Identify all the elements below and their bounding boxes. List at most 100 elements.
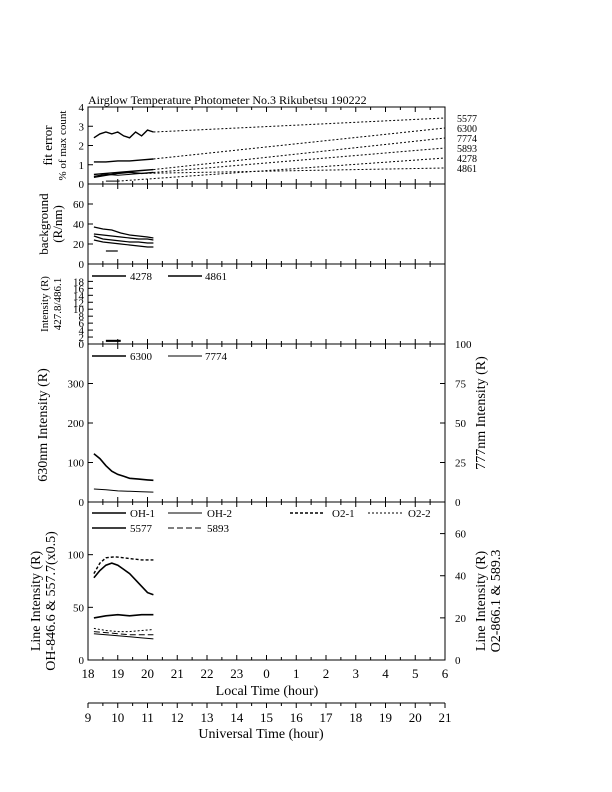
y-tick-label: 2 — [79, 141, 85, 153]
series-line-bg-4 — [93, 239, 154, 248]
series-line-5893 — [93, 171, 154, 178]
y-axis-label-right-2: O2-866.1 & 589.3 — [489, 550, 504, 653]
right-series-label: 7774 — [457, 134, 477, 145]
y-tick-label: 0 — [79, 179, 85, 191]
series-line-bg-2 — [93, 233, 154, 241]
universal-time-tick-label: 10 — [111, 710, 124, 725]
local-time-tick-label: 20 — [141, 666, 154, 681]
leader-line — [153, 147, 446, 173]
series-line-7774 — [93, 488, 154, 493]
series-line-bg-3 — [93, 235, 154, 244]
y-tick-label: 300 — [68, 379, 85, 391]
right-series-label: 6300 — [457, 124, 477, 135]
series-line-o2-2 — [93, 627, 154, 633]
y-tick-label-right: 20 — [455, 613, 467, 625]
leader-line — [153, 117, 446, 133]
y-tick-label-right: 40 — [455, 571, 467, 583]
series-line-o2-1 — [93, 556, 154, 574]
plot-frame — [87, 106, 446, 661]
local-time-axis-label: Local Time (hour) — [216, 684, 319, 699]
y-tick-label-right: 0 — [455, 497, 461, 509]
y-tick-label: 8 — [79, 311, 85, 323]
y-tick-label: 4 — [79, 102, 85, 114]
local-time-tick-label: 21 — [171, 666, 184, 681]
legend-label: 7774 — [205, 351, 228, 363]
right-series-label: 4278 — [457, 154, 477, 165]
y-axis-label-2: OH-846.6 & 557.7(x0.5) — [44, 531, 59, 671]
y-tick-label: 0 — [79, 497, 85, 509]
local-time-tick-label: 22 — [201, 666, 214, 681]
y-axis-label-right: Line Intensity (R) — [474, 551, 489, 652]
leader-line — [117, 157, 446, 182]
local-time-tick-label: 19 — [111, 666, 124, 681]
y-tick-label: 0 — [79, 259, 85, 271]
series-line-oh-2 — [93, 633, 154, 640]
series-line-5577 — [93, 562, 154, 596]
y-tick-label-right: 0 — [455, 655, 461, 667]
series-line-6300 — [93, 158, 154, 163]
right-series-label: 5893 — [457, 144, 477, 155]
local-time-tick-label: 0 — [263, 666, 270, 681]
universal-time-tick-label: 9 — [85, 710, 92, 725]
y-tick-label: 100 — [68, 458, 85, 470]
series-line-oh-1 — [93, 613, 154, 619]
local-time-tick-label: 3 — [353, 666, 360, 681]
legend-label: O2-2 — [408, 508, 431, 520]
y-axis-label-2: (R/nm) — [50, 205, 65, 243]
universal-time-tick-label: 15 — [260, 710, 273, 725]
y-tick-label: 100 — [68, 550, 85, 562]
local-time-tick-label: 5 — [412, 666, 419, 681]
y-tick-label-right: 60 — [455, 529, 467, 541]
leader-line — [153, 127, 446, 160]
legend-label: 4278 — [130, 271, 153, 283]
legend-label: OH-2 — [207, 508, 232, 520]
universal-time-tick-label: 14 — [230, 710, 244, 725]
y-tick-label: 10 — [73, 304, 85, 316]
chart-title: Airglow Temperature Photometer No.3 Riku… — [88, 93, 367, 107]
series-line-5893 — [93, 631, 154, 636]
universal-time-tick-label: 11 — [141, 710, 154, 725]
universal-time-tick-label: 17 — [320, 710, 334, 725]
local-time-tick-label: 4 — [382, 666, 389, 681]
local-time-tick-label: 2 — [323, 666, 330, 681]
y-tick-label: 16 — [73, 283, 85, 295]
y-tick-label: 0 — [79, 655, 85, 667]
right-series-label: 5577 — [457, 114, 477, 125]
y-tick-label-right: 50 — [455, 418, 467, 430]
y-tick-label: 14 — [73, 290, 85, 302]
legend-label: 5577 — [130, 523, 153, 535]
universal-time-tick-label: 12 — [171, 710, 184, 725]
leader-line — [153, 137, 446, 171]
legend-label: 4861 — [205, 271, 227, 283]
local-time-tick-label: 18 — [82, 666, 95, 681]
y-tick-label: 1 — [79, 160, 85, 172]
legend-label: OH-1 — [130, 508, 155, 520]
right-series-label: 4861 — [457, 164, 477, 175]
universal-time-tick-label: 19 — [379, 710, 392, 725]
y-tick-label: 4 — [79, 325, 85, 337]
y-axis-label-right: 777nm Intensity (R) — [474, 356, 489, 470]
legend-label: 5893 — [207, 523, 230, 535]
series-line-7774 — [93, 168, 154, 176]
leader-line — [141, 167, 446, 174]
y-tick-label: 18 — [73, 276, 85, 288]
universal-time-axis-label: Universal Time (hour) — [198, 727, 324, 742]
universal-time-tick-label: 21 — [439, 710, 452, 725]
local-time-tick-label: 1 — [293, 666, 300, 681]
universal-time-tick-label: 13 — [201, 710, 214, 725]
series-line-6300 — [93, 453, 154, 482]
y-axis-label-2: 427.8/486.1 — [52, 278, 64, 331]
local-time-tick-label: 23 — [230, 666, 243, 681]
y-tick-label: 20 — [73, 239, 85, 251]
y-axis-label: Intensity (R) — [39, 276, 51, 332]
y-tick-label-right: 25 — [455, 458, 467, 470]
y-tick-label: 6 — [79, 318, 85, 330]
y-tick-label: 40 — [73, 219, 85, 231]
y-axis-label: Line Intensity (R) — [29, 551, 44, 652]
y-axis-label: 630nm Intensity (R) — [36, 368, 51, 482]
y-tick-label-right: 75 — [455, 379, 467, 391]
y-axis-label: background — [36, 193, 51, 255]
legend-label: O2-1 — [332, 508, 355, 520]
